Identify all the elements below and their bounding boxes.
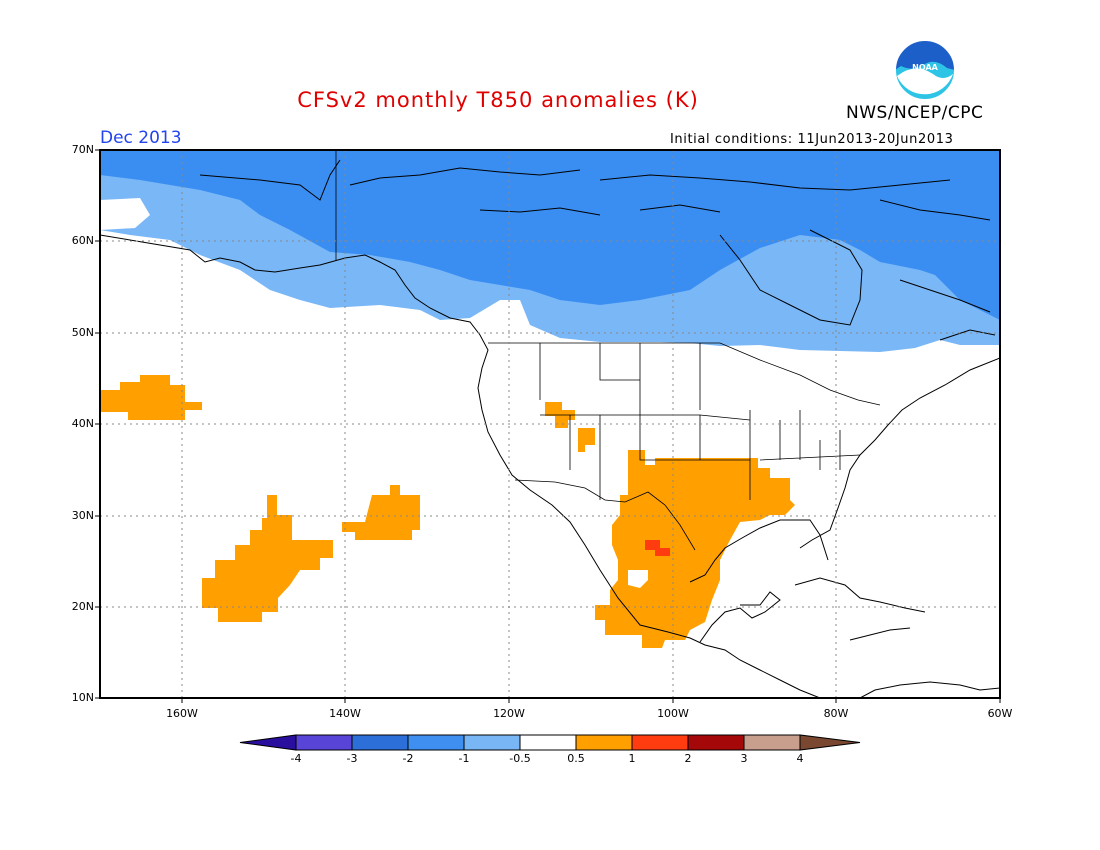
lon-label: 60W [987,707,1013,720]
lat-label: 30N [71,509,94,522]
lat-label: 70N [71,143,94,156]
colorbar-tick-label: 1 [628,752,636,765]
warm-anomaly-mexico-texas [595,450,795,648]
warm-anomaly-pacific-east [342,485,420,540]
colorbar-tick-label: 4 [796,752,804,765]
lon-label: 120W [493,707,525,720]
colorbar-segment-gt-4 [799,734,861,751]
agency-label: NWS/NCEP/CPC [846,103,984,123]
warm-anomaly-core [645,540,670,556]
warm-anomaly-pacific-north [100,375,202,420]
lon-label: 100W [657,707,689,720]
initial-conditions-label: Initial conditions: 11Jun2013-20Jun2013 [670,132,954,147]
colorbar-segment-neg1-neg05 [463,734,521,751]
lat-label: 50N [71,326,94,339]
colorbar-segment-05-1 [575,734,633,751]
colorbar-tick-label: 2 [684,752,692,765]
colorbar-segment-lt-neg4 [239,734,297,751]
lon-label: 160W [166,707,198,720]
valid-month-label: Dec 2013 [100,128,182,148]
colorbar-segment-neg4-neg3 [295,734,353,751]
noaa-logo [894,39,956,101]
colorbar-segment-neutral [519,734,577,751]
colorbar-segment-neg2-neg1 [407,734,465,751]
lat-label: 60N [71,234,94,247]
colorbar-segment-3-4 [743,734,801,751]
lon-label: 80W [823,707,849,720]
graticule [100,150,1000,698]
lat-label: 10N [71,691,94,704]
warm-anomaly-pacific-hawaii [202,495,333,622]
colorbar-tick-label: 3 [740,752,748,765]
lat-label: 20N [71,600,94,613]
colorbar-tick-label: -1 [458,752,470,765]
borders [335,150,881,551]
colorbar-tick-label: 0.5 [567,752,585,765]
colorbar-tick-label: -4 [290,752,302,765]
colorbar-segment-1-2 [631,734,689,751]
colorbar-segment-2-3 [687,734,745,751]
map-title: CFSv2 monthly T850 anomalies (K) [297,88,699,112]
colorbar-tick-label: -2 [402,752,414,765]
colorbar-tick-label: -0.5 [509,752,531,765]
coastlines [100,159,1000,698]
noaa-logo-text: NOAA [912,63,938,72]
colorbar-segment-neg3-neg2 [351,734,409,751]
colorbar [239,734,861,751]
axis-ticks [95,149,1001,703]
lon-label: 140W [329,707,361,720]
lat-label: 40N [71,417,94,430]
warm-anomaly-arizona [578,428,595,452]
colorbar-tick-label: -3 [346,752,358,765]
